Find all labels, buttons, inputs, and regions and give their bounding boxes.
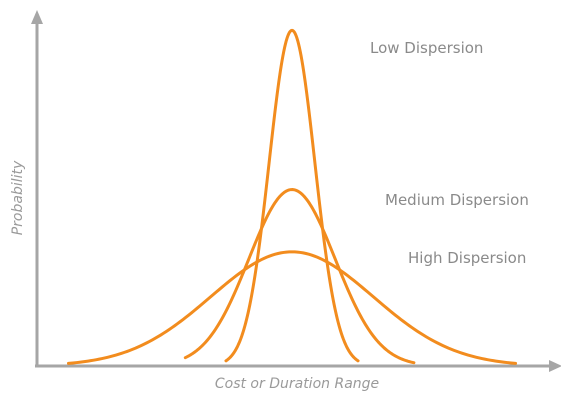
series-label-medium: Medium Dispersion <box>385 191 529 209</box>
series-labels: Low Dispersion Medium Dispersion High Di… <box>370 39 529 267</box>
curves <box>66 28 518 365</box>
x-axis-title: Cost or Duration Range <box>215 376 379 392</box>
series-label-high: High Dispersion <box>408 249 526 267</box>
x-axis-arrow <box>549 360 561 372</box>
curve-low-dispersion <box>224 28 360 363</box>
curve-medium-dispersion <box>183 188 416 365</box>
series-label-low: Low Dispersion <box>370 39 483 57</box>
y-axis-title: Probability <box>10 160 26 235</box>
y-axis-arrow <box>31 10 43 24</box>
curve-high-dispersion <box>66 250 518 365</box>
axes <box>31 10 561 372</box>
